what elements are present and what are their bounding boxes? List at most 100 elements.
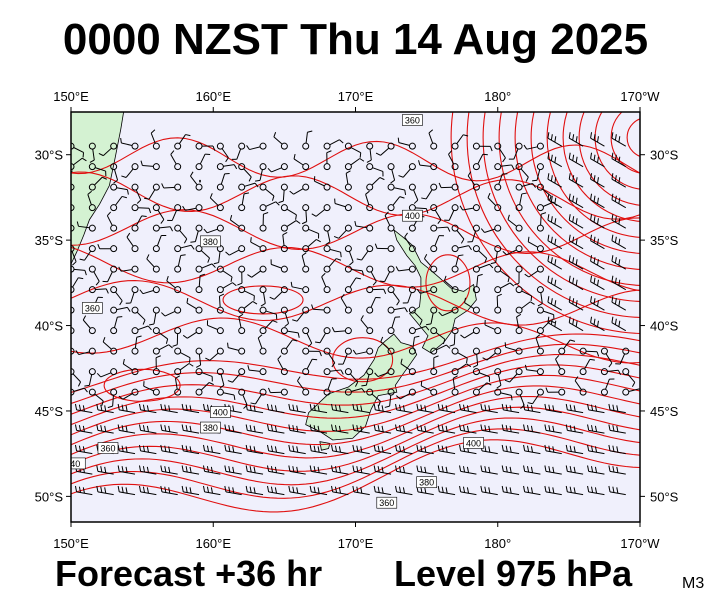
isobar-line (71, 343, 640, 405)
wind-barb (87, 190, 96, 212)
wind-barb (181, 424, 200, 434)
wind-barb (195, 263, 216, 273)
wind-barb (459, 424, 477, 434)
wind-barb (160, 465, 178, 475)
contour-label-text: 400 (466, 438, 481, 448)
wind-barb (161, 306, 182, 317)
wind-barb (366, 142, 374, 163)
wind-barb (331, 424, 349, 434)
wind-barb (267, 465, 285, 475)
wind-barb (237, 265, 246, 286)
wind-barb (245, 465, 264, 475)
wind-barb (259, 320, 278, 335)
wind-barb (558, 339, 576, 355)
wind-barb (451, 245, 472, 253)
wind-barb (397, 137, 416, 150)
wind-barb (71, 170, 75, 191)
isobar-line (498, 112, 640, 286)
wind-barb (460, 327, 480, 339)
wind-barb (117, 444, 136, 455)
wind-barb (98, 142, 118, 157)
wind-barb (387, 196, 405, 212)
wind-barb (302, 224, 320, 239)
wind-barb (451, 375, 459, 396)
wind-barb (590, 234, 605, 250)
wind-barb (423, 254, 438, 273)
wind-barb (245, 403, 264, 414)
wind-barb (398, 163, 416, 178)
wind-barb (267, 485, 285, 496)
wind-barb (568, 173, 584, 188)
wind-barb (487, 192, 502, 212)
wind-barb (292, 306, 310, 322)
wind-barb (107, 388, 118, 409)
wind-barb (467, 224, 480, 243)
isobar-line (71, 209, 640, 255)
wind-barb (459, 403, 477, 414)
wind-barb (459, 204, 480, 212)
wind-barb (451, 134, 469, 150)
isobar-line (71, 280, 640, 326)
wind-barb (611, 255, 627, 270)
chart-title: 0000 NZST Thu 14 Aug 2025 (62, 15, 649, 64)
wind-barb (110, 195, 127, 212)
wind-barb (590, 296, 605, 311)
wind-barb (216, 388, 236, 401)
wind-barb (590, 275, 605, 291)
wind-barb (532, 163, 544, 182)
wind-barb (203, 224, 224, 234)
wind-barb (565, 444, 584, 455)
wind-barb (590, 316, 605, 332)
wind-barb (96, 485, 114, 496)
axis-ticks: 150°E 150°E 160°E 160°E 170°E 170°E 180° 180° 17… (35, 89, 679, 551)
wind-barb (190, 171, 203, 191)
wind-barb (600, 378, 615, 396)
wind-barb (315, 327, 331, 344)
lord-howe-island-land (199, 179, 201, 183)
wind-barb (356, 245, 374, 261)
wind-barb (150, 129, 160, 150)
wind-barb (227, 368, 246, 383)
ocean-area (71, 112, 640, 522)
wind-barb (288, 465, 306, 475)
wind-barb (238, 182, 259, 191)
wind-barb (472, 273, 483, 294)
wind-barb (611, 193, 627, 209)
wind-barb (536, 286, 544, 307)
wind-barb (309, 424, 328, 434)
wind-barb (323, 139, 344, 150)
wind-barb (259, 183, 275, 201)
wind-barb (611, 296, 627, 311)
wind-barb (110, 316, 123, 335)
wind-barb (395, 424, 413, 434)
wind-barb (494, 368, 502, 389)
wind-barb (421, 183, 438, 200)
wind-barb (408, 335, 420, 355)
wind-barb (523, 142, 544, 150)
wind-barb (182, 327, 203, 339)
wind-barb (195, 153, 211, 171)
wind-barb (160, 424, 178, 434)
wind-barb (430, 224, 451, 232)
pressure-level-label: Level 975 hPa (394, 553, 633, 594)
wind-barb (301, 252, 310, 273)
wind-barb (344, 277, 361, 294)
wind-barb (622, 368, 636, 388)
wind-barb (590, 132, 605, 147)
wind-barb (438, 306, 459, 317)
wind-barb (247, 265, 267, 278)
contour-label: 360 (82, 302, 103, 314)
contour-label-text: 360 (379, 498, 394, 508)
wind-barb (547, 214, 563, 229)
isobar-line (626, 118, 640, 157)
wind-barb (587, 424, 605, 434)
wind-barb (102, 337, 118, 355)
wind-barb (608, 424, 626, 434)
wind-barb (71, 142, 85, 158)
wind-barb (611, 316, 627, 332)
wind-barb (246, 142, 267, 151)
wind-barb (408, 183, 419, 204)
wind-barb (590, 255, 605, 270)
wind-barb (428, 129, 438, 150)
wind-barb (451, 224, 465, 244)
